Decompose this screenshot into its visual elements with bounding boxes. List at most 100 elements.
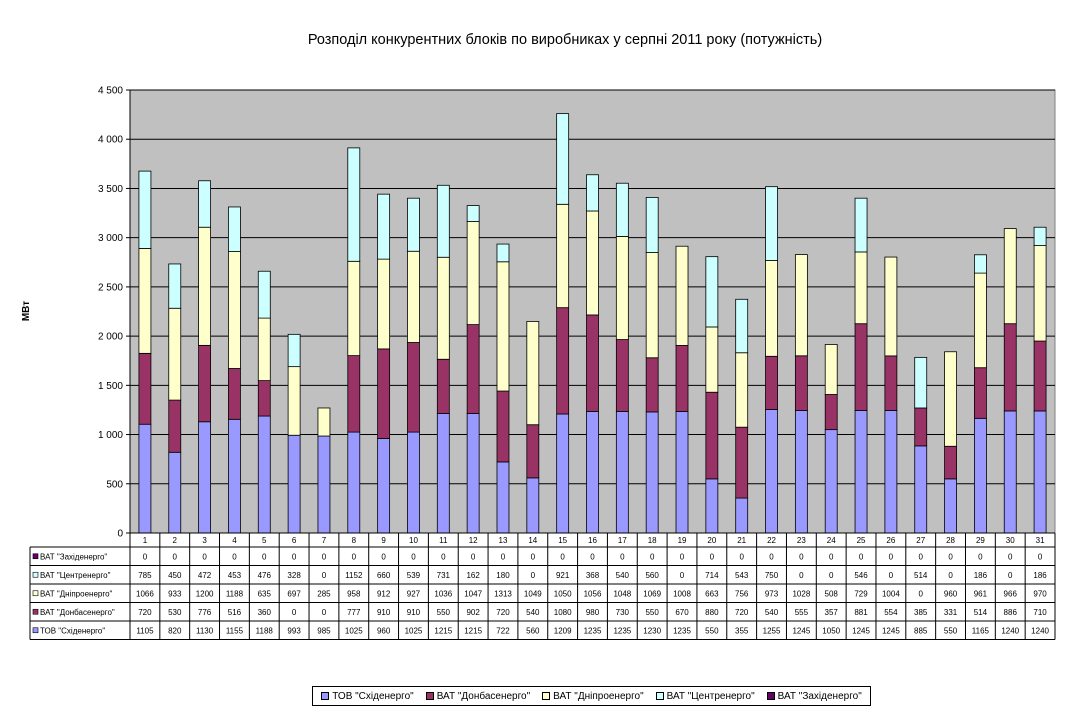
bar-segment [556, 113, 570, 205]
bar-segment [377, 348, 391, 439]
table-cell: 0 [889, 571, 894, 580]
y-tick-label: 2 500 [98, 282, 123, 293]
bar-segment [794, 254, 808, 357]
table-series-key [32, 553, 39, 560]
table-cell: 1152 [345, 571, 363, 580]
bar-segment [377, 438, 391, 534]
y-tick-label: 3 000 [98, 233, 123, 244]
bar-segment [287, 333, 301, 368]
table-cell: 985 [317, 626, 331, 635]
table-cell: 1215 [434, 626, 452, 635]
legend-label: ТОВ "Східенерго" [332, 690, 414, 702]
bar-segment [287, 434, 301, 534]
x-tick-label: 29 [976, 536, 985, 545]
table-cell: 1130 [196, 626, 214, 635]
table-cell: 0 [948, 552, 953, 561]
bar-segment [496, 390, 510, 463]
legend-swatch [542, 692, 551, 700]
table-cell: 1105 [136, 626, 154, 635]
table-cell: 1200 [196, 589, 214, 598]
table-cell: 0 [411, 552, 416, 561]
x-tick-label: 19 [678, 536, 687, 545]
table-cell: 0 [322, 552, 327, 561]
table-cell: 1240 [1001, 626, 1019, 635]
bar-segment [586, 411, 599, 534]
table-cell: 885 [914, 626, 928, 635]
x-tick-label: 3 [202, 536, 207, 545]
bar-segment [377, 258, 391, 350]
bar-segment [526, 321, 540, 426]
x-tick-label: 7 [322, 536, 327, 545]
table-cell: 514 [914, 571, 928, 580]
table-cell: 720 [138, 608, 152, 617]
table-cell: 560 [526, 626, 540, 635]
bar-segment [974, 367, 987, 419]
table-cell: 0 [531, 552, 536, 561]
bar-segment [735, 497, 749, 534]
table-cell: 1235 [584, 626, 602, 635]
table-cell: 543 [735, 571, 749, 580]
table-cell: 0 [859, 552, 864, 561]
table-cell: 0 [889, 552, 894, 561]
bar-segment [645, 411, 659, 534]
bar-segment [496, 261, 510, 392]
table-cell: 539 [407, 571, 421, 580]
table-cell: 1245 [792, 626, 810, 635]
bar-segment [765, 186, 778, 261]
table-cell: 357 [825, 608, 839, 617]
table-cell: 514 [974, 608, 988, 617]
bar-segment [317, 435, 331, 534]
bar-segment [884, 355, 898, 411]
table-cell: 0 [829, 552, 834, 561]
table-cell: 731 [437, 571, 451, 580]
bar-segment [1033, 226, 1047, 246]
table-cell: 1235 [613, 626, 631, 635]
table-cell: 0 [381, 552, 386, 561]
table-cell: 785 [138, 571, 152, 580]
table-cell: 550 [705, 626, 719, 635]
table-cell: 540 [526, 608, 540, 617]
legend-item: ВАТ "Дніпроенерго" [542, 691, 644, 702]
bar-segment [1003, 410, 1017, 534]
table-cell: 1188 [256, 626, 274, 635]
table-cell: 0 [202, 552, 207, 561]
bar-segment [317, 407, 331, 437]
bar-segment [586, 210, 599, 316]
x-tick-label: 16 [588, 536, 597, 545]
table-cell: 0 [1008, 571, 1013, 580]
table-cell: 385 [914, 608, 928, 617]
table-cell: 663 [705, 589, 719, 598]
bar-segment [466, 221, 480, 325]
x-tick-label: 10 [409, 536, 418, 545]
data-table: 1 2 3 4 5 6 7 8 9 10 11 12 13 14 15 16 17 18 19 20 21 22 23 24 2… [29, 532, 1056, 640]
table-cell: 881 [854, 608, 868, 617]
table-cell: 0 [948, 571, 953, 580]
x-tick-label: 9 [381, 536, 386, 545]
table-cell: 993 [287, 626, 301, 635]
table-cell: 0 [799, 552, 804, 561]
bar-segment [765, 409, 778, 534]
table-cell: 0 [292, 552, 297, 561]
table-cell: 0 [710, 552, 715, 561]
x-tick-label: 28 [946, 536, 955, 545]
bar-segment [228, 418, 241, 534]
bar-segment [645, 197, 659, 253]
table-cell: 886 [1004, 608, 1018, 617]
legend: ТОВ "Східенерго" ВАТ "Донбасенерго" ВАТ "Д… [312, 686, 871, 706]
table-cell: 1050 [554, 589, 572, 598]
table-cell: 550 [437, 608, 451, 617]
bar-segment [198, 344, 211, 423]
bar-segment [1033, 340, 1047, 412]
x-tick-label: 13 [499, 536, 508, 545]
table-cell: 546 [854, 571, 868, 580]
bars [138, 113, 1047, 534]
x-tick-label: 6 [292, 536, 297, 545]
bar-segment [735, 352, 749, 428]
bar-segment [675, 411, 689, 534]
bar-segment [705, 256, 719, 328]
table-cell: 720 [496, 608, 510, 617]
table-cell: 1066 [136, 589, 154, 598]
table-cell: 0 [620, 552, 625, 561]
y-tick-label: 3 500 [98, 184, 123, 195]
